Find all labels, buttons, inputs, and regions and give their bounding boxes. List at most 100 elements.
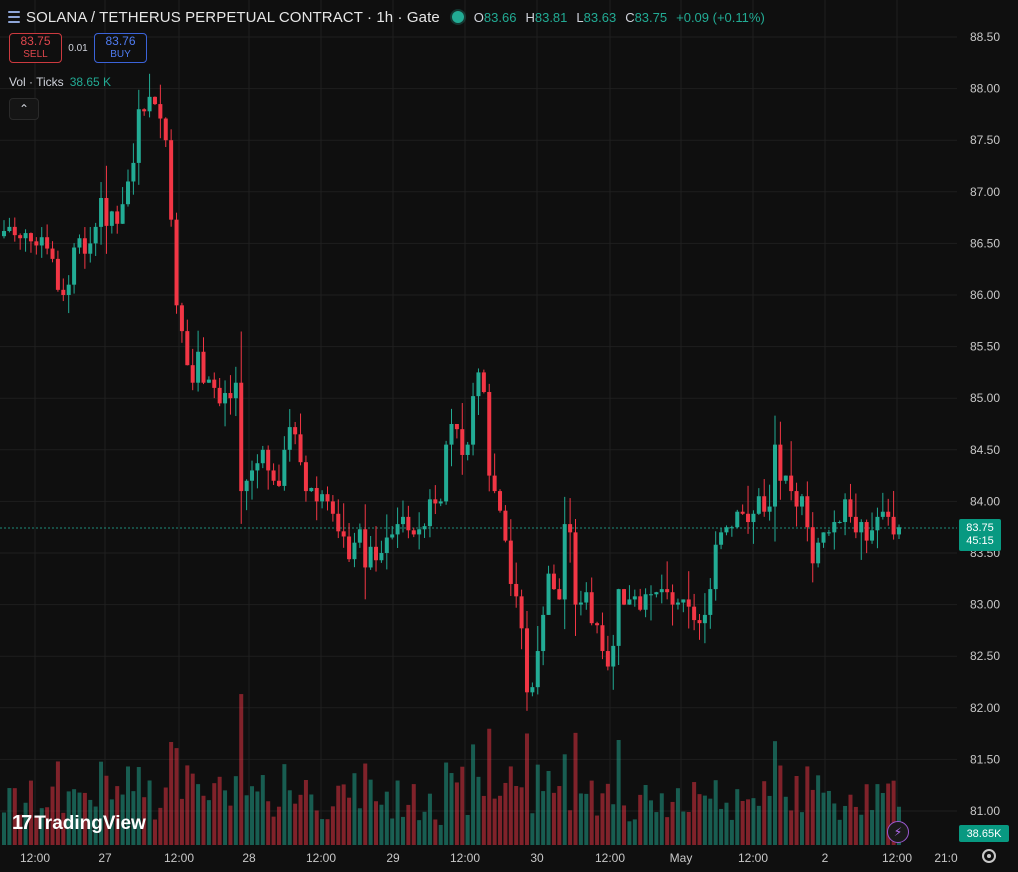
candle-body [605, 651, 610, 667]
volume-bar [2, 812, 6, 845]
volume-bar [120, 794, 125, 845]
candle-body [476, 372, 481, 397]
volume-bar [853, 806, 858, 845]
volume-bar [325, 819, 330, 845]
volume-bar [174, 748, 179, 845]
volume-bar [675, 788, 680, 845]
candle-body [837, 522, 842, 524]
candle-body [735, 511, 740, 528]
candle-body [492, 475, 497, 492]
volume-legend[interactable]: Vol · Ticks 38.65 K [9, 75, 111, 89]
candle-body [444, 444, 449, 502]
price-tick-label: 87.50 [970, 133, 1000, 147]
volume-bar [276, 806, 281, 845]
volume-bar [201, 795, 206, 845]
candle-body [832, 522, 837, 533]
volume-bar [206, 800, 211, 845]
volume-bar [724, 802, 729, 845]
volume-bar [692, 782, 697, 845]
volume-bar [627, 821, 632, 845]
candle-body [217, 387, 222, 404]
time-axis[interactable]: 12:00 27 12:00 28 12:00 29 12:00 30 12:00 May 12:0… [20, 851, 958, 865]
volume-bar [891, 780, 896, 845]
candle-body [557, 589, 562, 600]
time-tick-label: 12:00 [164, 851, 194, 865]
volume-bar [562, 754, 567, 845]
candle-body [584, 592, 589, 603]
volume-bar [126, 766, 131, 845]
candle-body [826, 532, 831, 534]
symbol-title[interactable]: SOLANA / TETHERUS PERPETUAL CONTRACT · 1… [26, 8, 440, 26]
volume-bar [498, 795, 503, 845]
collapse-legend-button[interactable]: ⌃ [9, 98, 39, 120]
candle-body [622, 589, 627, 605]
candle-body [411, 530, 416, 535]
candle-body [314, 487, 319, 502]
buy-button[interactable]: 83.76 BUY [94, 33, 147, 63]
candle-body [357, 529, 362, 543]
volume-bar [271, 816, 276, 845]
volume-bar [503, 782, 508, 845]
tradingview-logo[interactable]: 17 TradingView [12, 812, 146, 835]
candle-body [163, 118, 168, 141]
volume-bar [244, 795, 249, 845]
candle-body [152, 96, 157, 105]
candle-body [309, 487, 314, 492]
candle-body [616, 589, 621, 646]
candle-body [223, 393, 228, 404]
candle-body [600, 625, 605, 652]
candle-body [174, 219, 179, 306]
volume-bar [681, 811, 686, 845]
volume-bar [778, 765, 783, 845]
volume-bar [384, 791, 389, 845]
time-tick-label: 12:00 [738, 851, 768, 865]
lightning-icon[interactable]: ⚡ [887, 821, 909, 843]
volume-bar [93, 806, 98, 845]
candle-body [303, 462, 308, 492]
candle-body [228, 393, 233, 399]
volume-bar [147, 780, 152, 845]
volume-legend-label: Vol · Ticks [9, 75, 64, 89]
volume-bar [169, 742, 174, 845]
menu-icon[interactable] [8, 9, 20, 25]
volume-bar [578, 793, 583, 845]
price-tick-label: 82.50 [970, 649, 1000, 663]
volume-bar [444, 762, 449, 845]
candle-body [541, 614, 546, 652]
volume-bar [82, 792, 87, 845]
candle-body [72, 247, 77, 285]
volume-bar [837, 819, 842, 845]
time-tick-label: 29 [386, 851, 400, 865]
volume-bar [287, 790, 292, 845]
candle-body [778, 444, 783, 481]
candle-body [190, 365, 195, 383]
volume-bar [352, 773, 357, 845]
volume-bar [379, 804, 384, 845]
candle-body [681, 599, 686, 603]
volume-bar [659, 793, 664, 845]
volume-bar [632, 819, 637, 845]
price-axis[interactable]: 88.50 88.00 87.50 87.00 86.50 86.00 85.50 85.00… [970, 30, 1000, 818]
volume-bar [740, 800, 745, 845]
volume-bar [605, 783, 610, 845]
candle-body [39, 237, 44, 246]
candle-body [875, 516, 880, 531]
candle-body [298, 434, 303, 463]
volume-bar [320, 819, 325, 845]
settings-icon[interactable] [982, 849, 996, 863]
volume-bar [460, 766, 465, 845]
candle-body [740, 511, 745, 514]
volume-bar [568, 810, 573, 845]
price-tick-label: 84.50 [970, 443, 1000, 457]
volume-bar [417, 820, 422, 845]
volume-bar [303, 780, 308, 845]
sell-button[interactable]: 83.75 SELL [9, 33, 62, 63]
volume-bar [762, 781, 767, 845]
ohlc-high-value: 83.81 [534, 9, 568, 25]
volume-bar [266, 801, 271, 845]
candle-body [50, 248, 55, 259]
candle-body [562, 524, 567, 600]
volume-bar [584, 793, 589, 845]
candle-body [266, 449, 271, 471]
